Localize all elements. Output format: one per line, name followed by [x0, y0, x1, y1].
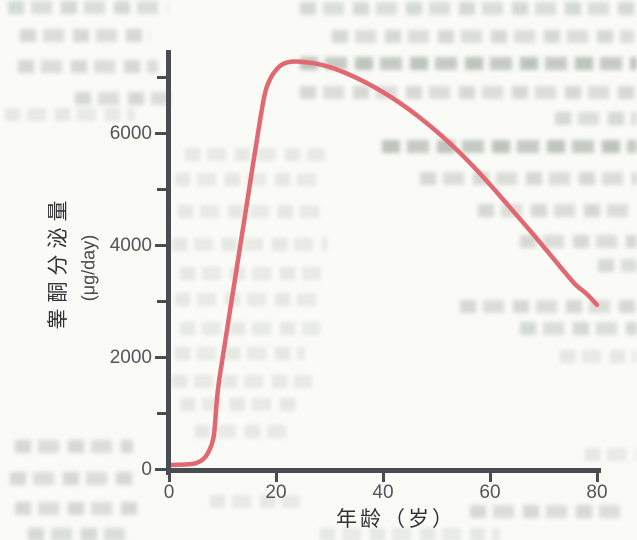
x-axis-tick-label: 80 [586, 482, 608, 503]
y-axis-minor-tick [157, 188, 166, 191]
y-axis-unit-label: (μg/day) [78, 234, 99, 302]
y-axis-line [166, 50, 171, 475]
x-axis-tick-label: 60 [479, 482, 501, 503]
y-axis-minor-tick [157, 76, 166, 79]
x-axis-tick-label: 40 [372, 482, 394, 503]
y-axis-tick-label: 2000 [109, 346, 152, 368]
y-axis-minor-tick [157, 300, 166, 303]
y-axis-major-tick [155, 356, 166, 359]
x-axis-title: 年龄（岁） [336, 507, 456, 531]
x-axis-major-tick [381, 473, 385, 482]
secretion-curve-path [166, 59, 600, 468]
y-axis-tick-label: 4000 [109, 234, 152, 256]
y-axis-tick-label: 0 [141, 458, 152, 480]
y-axis-major-tick [155, 132, 166, 135]
y-axis-minor-tick [157, 412, 166, 415]
x-axis-tick-label: 20 [265, 482, 287, 503]
y-axis-tick-label: 6000 [109, 122, 152, 144]
x-axis-major-tick [167, 473, 171, 482]
y-axis-major-tick [155, 244, 166, 247]
x-axis-major-tick [488, 473, 492, 482]
x-axis-major-tick [274, 473, 278, 482]
x-axis-major-tick [595, 473, 599, 482]
x-axis-line [166, 468, 601, 473]
x-axis-tick-label: 0 [163, 482, 175, 503]
y-axis-major-tick [155, 468, 166, 471]
y-axis-title: 睾酮分泌量 [46, 194, 70, 330]
